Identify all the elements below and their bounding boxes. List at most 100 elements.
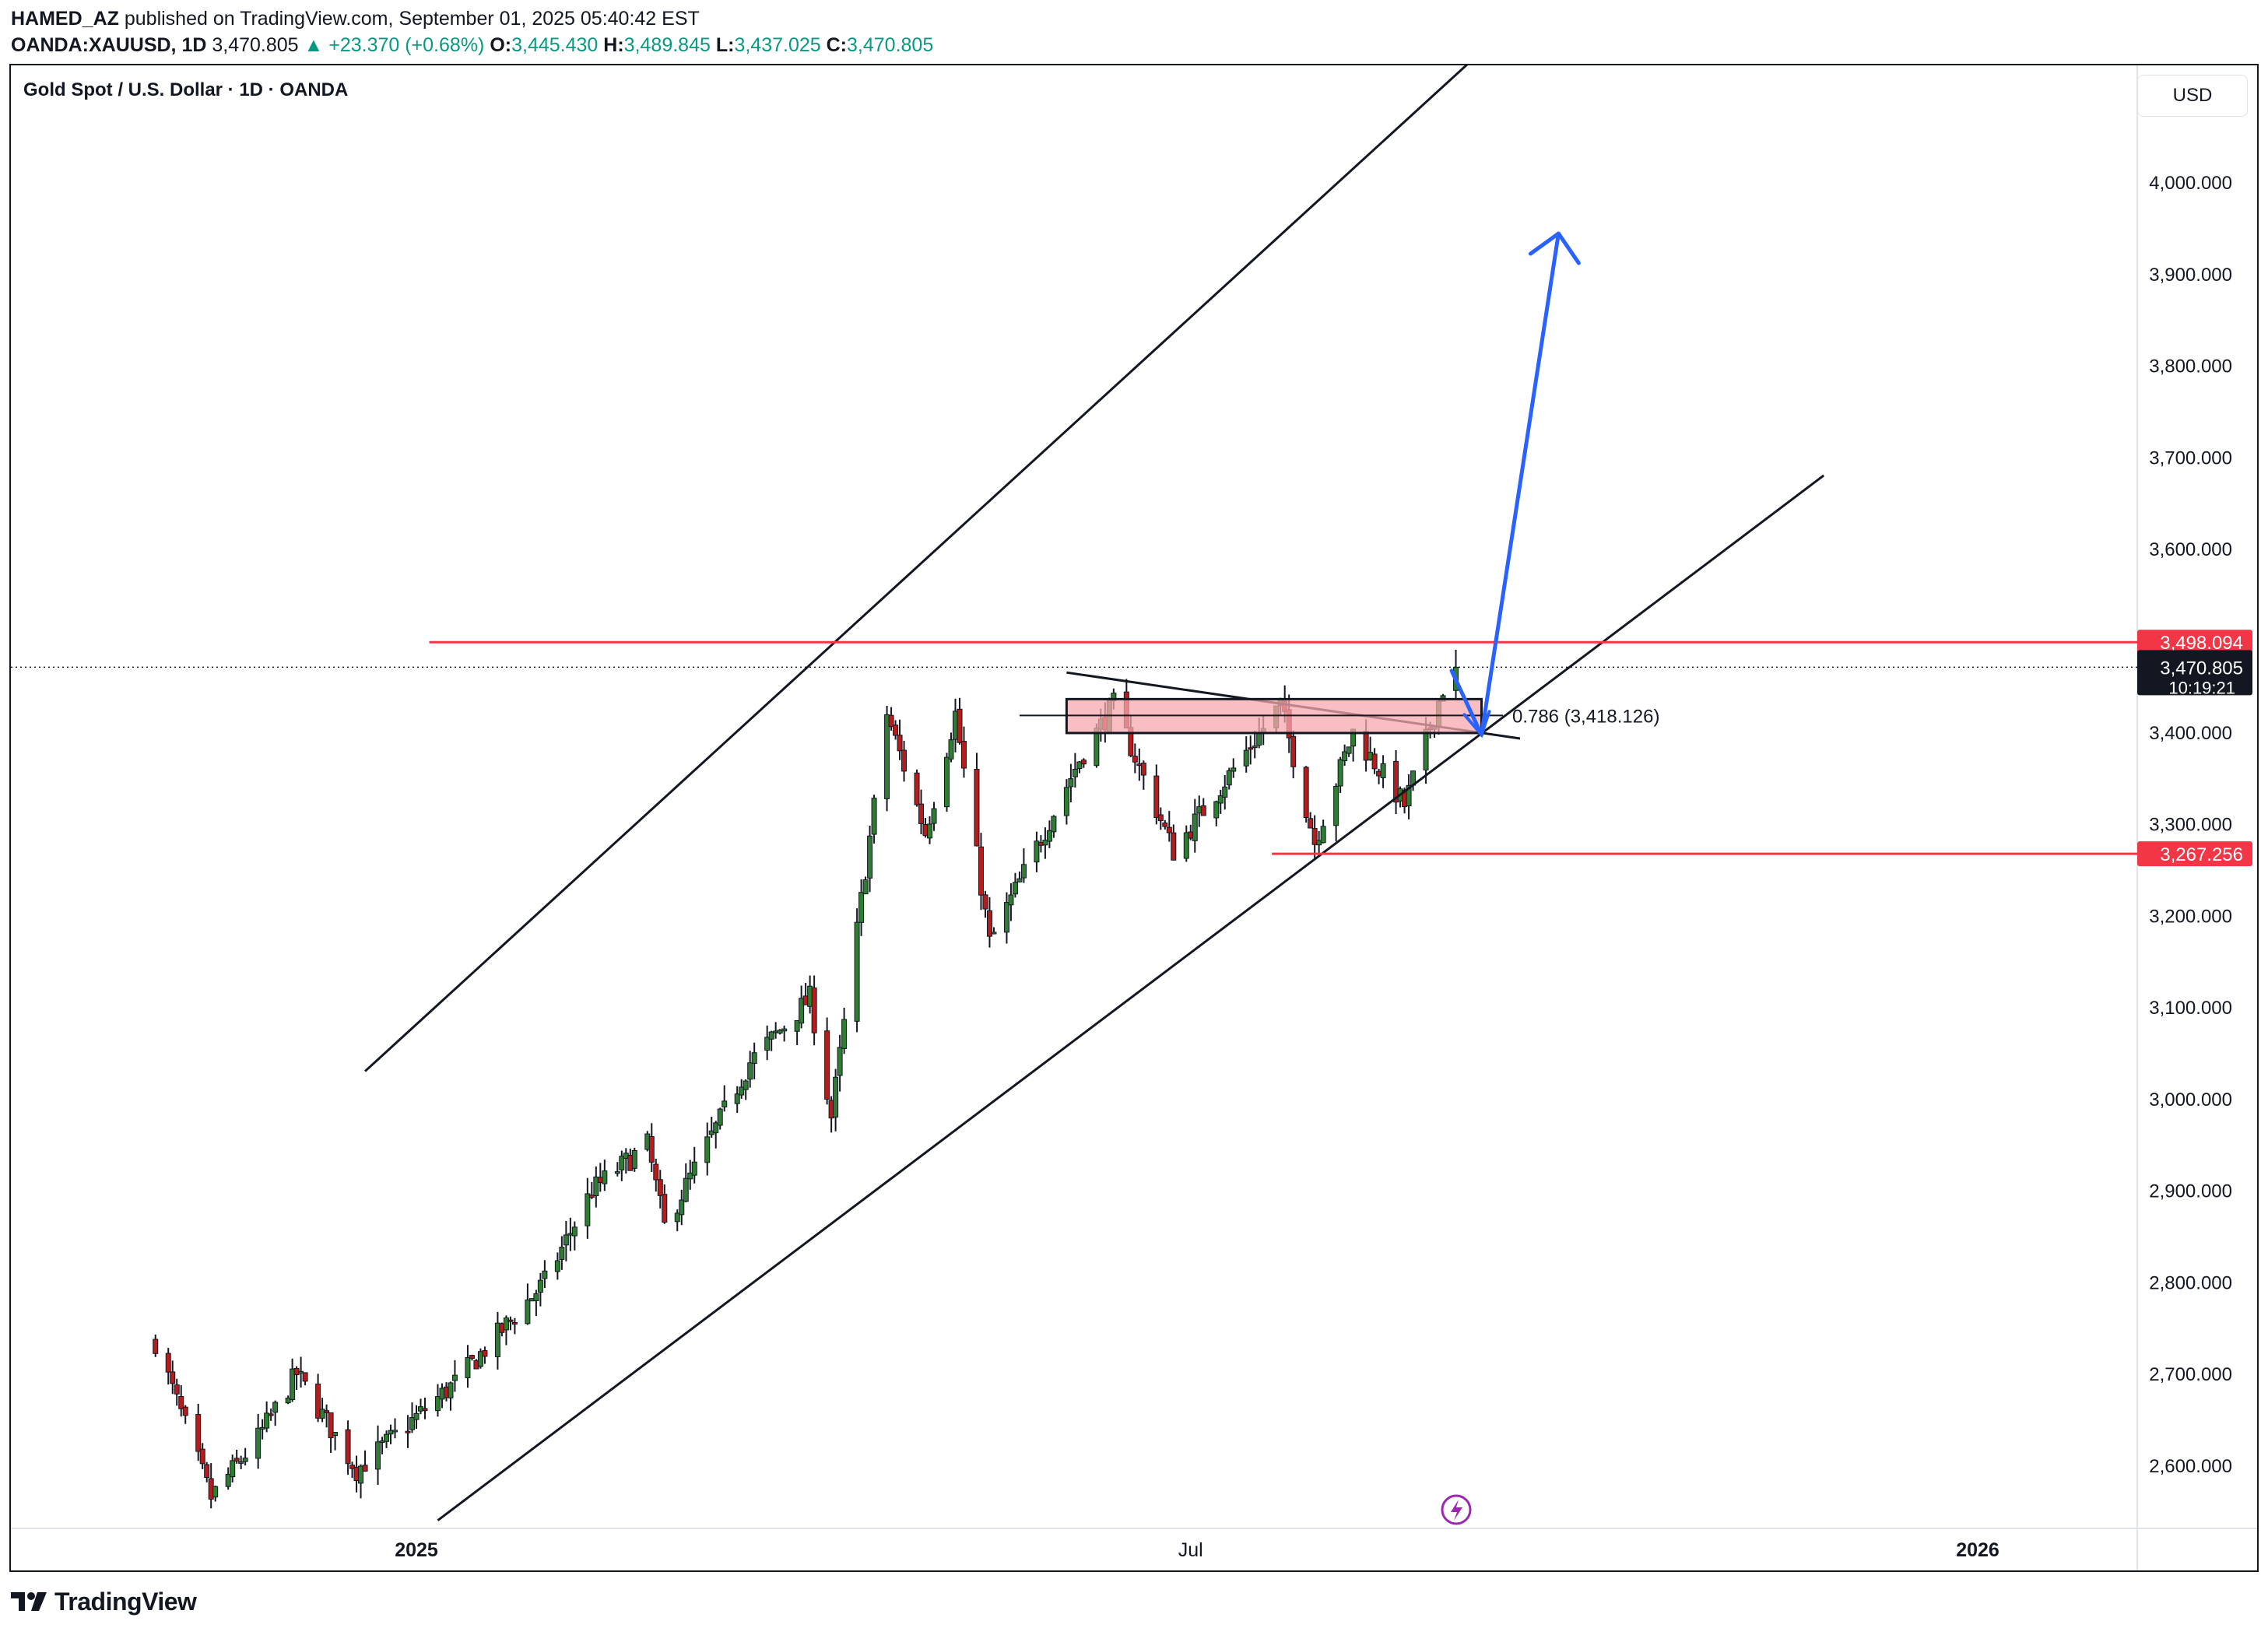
- candle-body-up: [777, 1030, 783, 1034]
- candle-body-up: [1076, 761, 1083, 770]
- y-tick-label: 2,800.000: [2149, 1272, 2232, 1293]
- candle: [255, 1413, 262, 1469]
- candle-body-down: [482, 1350, 488, 1357]
- x-tick-label: 2025: [395, 1539, 438, 1561]
- candle-body-down: [1371, 753, 1378, 770]
- candle: [717, 1107, 723, 1130]
- candle: [662, 1184, 668, 1224]
- candle-body-up: [290, 1368, 296, 1400]
- candle-body-down: [901, 749, 908, 772]
- time-axis[interactable]: 2025 Jul 2026: [395, 1539, 1999, 1561]
- candle: [345, 1420, 351, 1475]
- candle: [1171, 824, 1177, 861]
- candle: [448, 1381, 454, 1411]
- candle-body-down: [324, 1410, 330, 1413]
- candle-body-down: [1132, 756, 1138, 763]
- y-tick-label: 3,300.000: [2149, 815, 2232, 836]
- candle: [1248, 735, 1254, 765]
- candle: [960, 726, 967, 778]
- candle-body-down: [914, 772, 920, 805]
- candle-body-up: [375, 1441, 381, 1470]
- candle-body-up: [392, 1430, 398, 1433]
- level-price-badge: [2137, 841, 2252, 867]
- candle-body-up: [1051, 816, 1057, 833]
- tradingview-logo[interactable]: TradingView: [11, 1586, 197, 1617]
- candle: [503, 1315, 509, 1346]
- candle-body-up: [751, 1052, 757, 1065]
- candle-body-up: [1012, 882, 1018, 895]
- candle: [542, 1260, 548, 1289]
- candle-body-up: [619, 1156, 625, 1170]
- lightning-icon[interactable]: [1441, 1494, 1472, 1525]
- candle: [571, 1221, 578, 1251]
- candle: [1072, 753, 1078, 788]
- price-axis[interactable]: 2,600.000 2,700.000 2,800.000 2,900.000 3,00…: [2149, 173, 2232, 1477]
- candle: [1076, 760, 1083, 774]
- high-label: H:: [603, 34, 624, 56]
- candle: [1012, 872, 1018, 898]
- candle: [1371, 748, 1378, 774]
- candle: [1183, 825, 1189, 862]
- last-price-badge: [2137, 650, 2252, 696]
- candles[interactable]: [153, 649, 1459, 1509]
- publish-text: published on TradingView.com, September …: [124, 8, 700, 30]
- channel-upper-line: [364, 65, 1469, 1072]
- candle-body-up: [563, 1234, 569, 1246]
- projection-pullback-head: [1462, 710, 1491, 739]
- author-name[interactable]: HAMED_AZ: [11, 8, 119, 30]
- low-value: 3,437.025: [734, 34, 821, 56]
- candle: [1380, 755, 1386, 788]
- candle: [764, 1025, 771, 1061]
- candle: [392, 1418, 398, 1439]
- candle-body-up: [1008, 894, 1014, 906]
- chart-frame: [9, 64, 2259, 1572]
- candle-body-down: [1162, 822, 1168, 827]
- candle: [1046, 820, 1052, 849]
- candle: [563, 1220, 569, 1261]
- candle: [734, 1086, 740, 1114]
- candle-body-up: [319, 1409, 325, 1419]
- candle: [914, 769, 920, 807]
- candle-body-up: [298, 1370, 304, 1374]
- candle: [585, 1177, 591, 1239]
- candle-body-up: [465, 1356, 471, 1378]
- open-label: O:: [490, 34, 512, 56]
- candle-body-up: [1222, 786, 1228, 798]
- candle-body-down: [811, 988, 817, 1033]
- candle-body-up: [1217, 795, 1224, 804]
- candle-body-up: [862, 879, 869, 895]
- candle: [233, 1449, 240, 1464]
- candle-body-down: [1080, 760, 1087, 765]
- candle: [1346, 746, 1352, 757]
- candle-body-down: [178, 1395, 184, 1409]
- candle-body-up: [1192, 813, 1198, 841]
- candle: [841, 1007, 848, 1054]
- candle: [204, 1461, 210, 1482]
- y-tick-label: 3,000.000: [2149, 1089, 2232, 1110]
- candle: [588, 1181, 595, 1199]
- chart-title: Gold Spot / U.S. Dollar · 1D · OANDA: [23, 79, 349, 100]
- drawings[interactable]: 0.786 (3,418.126): [11, 0, 2137, 1521]
- candle-body-down: [170, 1371, 176, 1384]
- symbol-label[interactable]: OANDA:XAUUSD, 1D: [11, 34, 207, 56]
- candle-body-up: [1406, 784, 1412, 807]
- candle: [679, 1189, 685, 1226]
- candle: [957, 697, 963, 745]
- candle-body-up: [768, 1031, 774, 1040]
- candle-body-up: [1016, 878, 1023, 882]
- candle: [1020, 848, 1027, 883]
- candle-body-up: [841, 1019, 848, 1049]
- candle-body-up: [764, 1037, 771, 1051]
- candle-body-up: [525, 1299, 531, 1325]
- price-change: ▲ +23.370 (+0.68%): [304, 34, 485, 56]
- candle: [362, 1450, 368, 1472]
- projection-arrowhead: [1528, 231, 1581, 265]
- candle: [931, 802, 937, 831]
- candle: [691, 1146, 697, 1184]
- currency-button[interactable]: USD: [2137, 75, 2248, 117]
- candle-body-up: [1003, 902, 1009, 933]
- candle: [298, 1356, 304, 1388]
- candle-body-up: [739, 1086, 745, 1096]
- candle: [469, 1354, 475, 1361]
